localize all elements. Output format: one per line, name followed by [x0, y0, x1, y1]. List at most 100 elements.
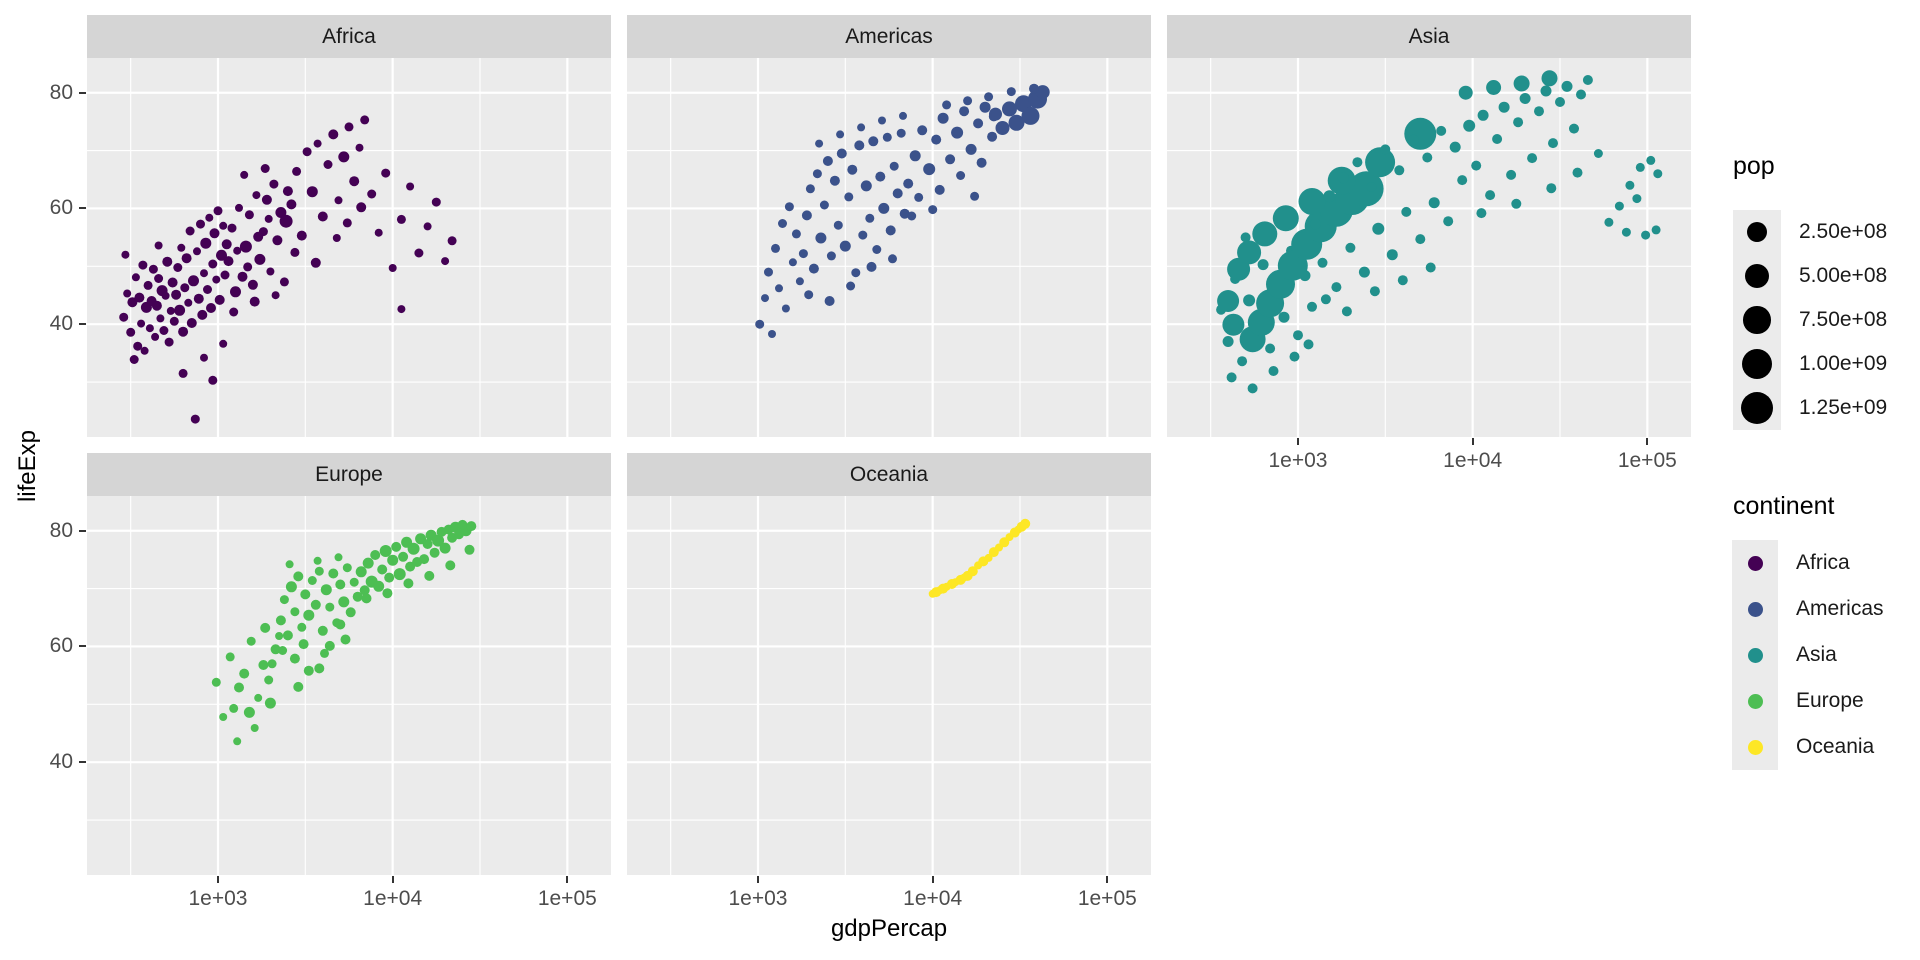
data-point-americas	[788, 258, 797, 267]
panel-europe	[87, 496, 611, 875]
data-point-europe	[279, 595, 289, 605]
panel-background-americas	[627, 58, 1151, 437]
data-point-europe	[285, 560, 294, 569]
data-point-europe	[297, 622, 307, 632]
data-point-africa	[279, 214, 293, 228]
facet-strip-label-americas: Americas	[845, 24, 933, 48]
data-point-americas	[942, 100, 952, 110]
data-point-asia	[1582, 75, 1593, 85]
data-point-africa	[206, 303, 216, 313]
data-point-africa	[171, 289, 182, 300]
facet-strip-europe: Europe	[87, 453, 611, 496]
data-point-africa	[254, 253, 266, 265]
data-point-africa	[121, 250, 130, 259]
data-point-americas	[854, 140, 865, 151]
data-point-africa	[174, 304, 186, 316]
data-point-africa	[208, 259, 218, 269]
facet-strip-label-africa: Africa	[322, 24, 376, 48]
data-point-africa	[269, 179, 279, 189]
continent-legend-marker-americas	[1747, 601, 1763, 617]
data-point-americas	[934, 184, 945, 195]
data-point-africa	[239, 240, 252, 253]
data-point-europe	[310, 599, 321, 610]
data-point-europe	[362, 557, 374, 569]
data-point-europe	[300, 589, 311, 600]
data-point-americas	[956, 171, 966, 180]
data-point-europe	[429, 547, 440, 558]
data-point-asia	[1572, 167, 1583, 178]
data-point-asia	[1397, 275, 1408, 286]
data-point-asia	[1621, 227, 1631, 237]
data-point-americas	[812, 169, 822, 179]
data-point-asia	[1341, 306, 1352, 317]
data-point-europe	[403, 578, 414, 589]
data-point-asia	[1548, 138, 1558, 149]
data-point-africa	[145, 324, 154, 333]
data-point-americas	[959, 106, 970, 117]
data-point-europe	[335, 579, 346, 590]
data-point-asia	[1498, 101, 1510, 113]
data-point-africa	[219, 221, 228, 230]
data-point-americas	[963, 96, 973, 106]
data-point-europe	[377, 564, 388, 575]
data-point-asia	[1323, 190, 1336, 203]
data-point-americas	[979, 101, 991, 113]
data-point-europe	[282, 630, 293, 641]
data-point-americas	[965, 143, 977, 155]
data-point-africa	[209, 228, 220, 239]
facet-strip-label-oceania: Oceania	[849, 462, 929, 486]
data-point-europe	[361, 593, 372, 604]
data-point-africa	[240, 170, 249, 179]
pop-legend-marker	[1745, 264, 1769, 288]
data-point-africa	[243, 262, 253, 272]
data-point-europe	[285, 581, 297, 593]
data-point-europe	[303, 665, 314, 676]
data-point-africa	[200, 353, 208, 362]
data-point-africa	[196, 219, 205, 229]
data-point-europe	[229, 703, 239, 713]
panel-africa	[87, 58, 611, 437]
data-point-africa	[253, 231, 264, 242]
panel-oceania	[627, 496, 1151, 875]
continent-legend-label: Africa	[1796, 551, 1850, 574]
data-point-americas	[833, 220, 843, 230]
data-point-asia	[1646, 155, 1656, 165]
data-point-africa	[138, 260, 148, 270]
data-point-europe	[278, 646, 288, 655]
data-point-europe	[398, 551, 409, 562]
data-point-americas	[764, 267, 773, 277]
data-point-asia	[1252, 221, 1278, 247]
data-point-africa	[338, 151, 350, 163]
data-point-africa	[185, 226, 195, 236]
y-tick-label: 80	[49, 80, 73, 104]
data-point-americas	[815, 232, 827, 244]
data-point-africa	[119, 312, 129, 322]
continent-legend-label: Asia	[1796, 643, 1837, 666]
data-point-europe	[370, 550, 381, 560]
continent-legend-marker-oceania	[1747, 739, 1763, 755]
data-point-americas	[801, 210, 812, 221]
data-point-africa	[414, 248, 424, 258]
x-tick-mark	[1297, 438, 1299, 445]
data-point-africa	[221, 239, 232, 250]
panel-background-africa	[87, 58, 611, 437]
pop-legend-marker	[1742, 349, 1772, 379]
data-point-africa	[156, 314, 165, 323]
data-point-americas	[1006, 87, 1016, 97]
data-point-americas	[878, 202, 890, 214]
data-point-asia	[1614, 201, 1624, 211]
x-tick-label: 1e+03	[728, 887, 788, 910]
data-point-europe	[338, 596, 350, 608]
data-point-asia	[1257, 259, 1269, 271]
continent-legend-title: continent	[1733, 492, 1835, 520]
data-point-americas	[951, 126, 964, 139]
data-point-americas	[858, 230, 868, 240]
x-tick-mark	[757, 876, 759, 883]
x-tick-label: 1e+03	[188, 887, 248, 910]
data-point-asia	[1227, 257, 1251, 281]
data-point-africa	[374, 228, 383, 237]
data-point-asia	[1380, 144, 1391, 155]
data-point-asia	[1217, 290, 1240, 312]
data-point-africa	[200, 237, 212, 249]
